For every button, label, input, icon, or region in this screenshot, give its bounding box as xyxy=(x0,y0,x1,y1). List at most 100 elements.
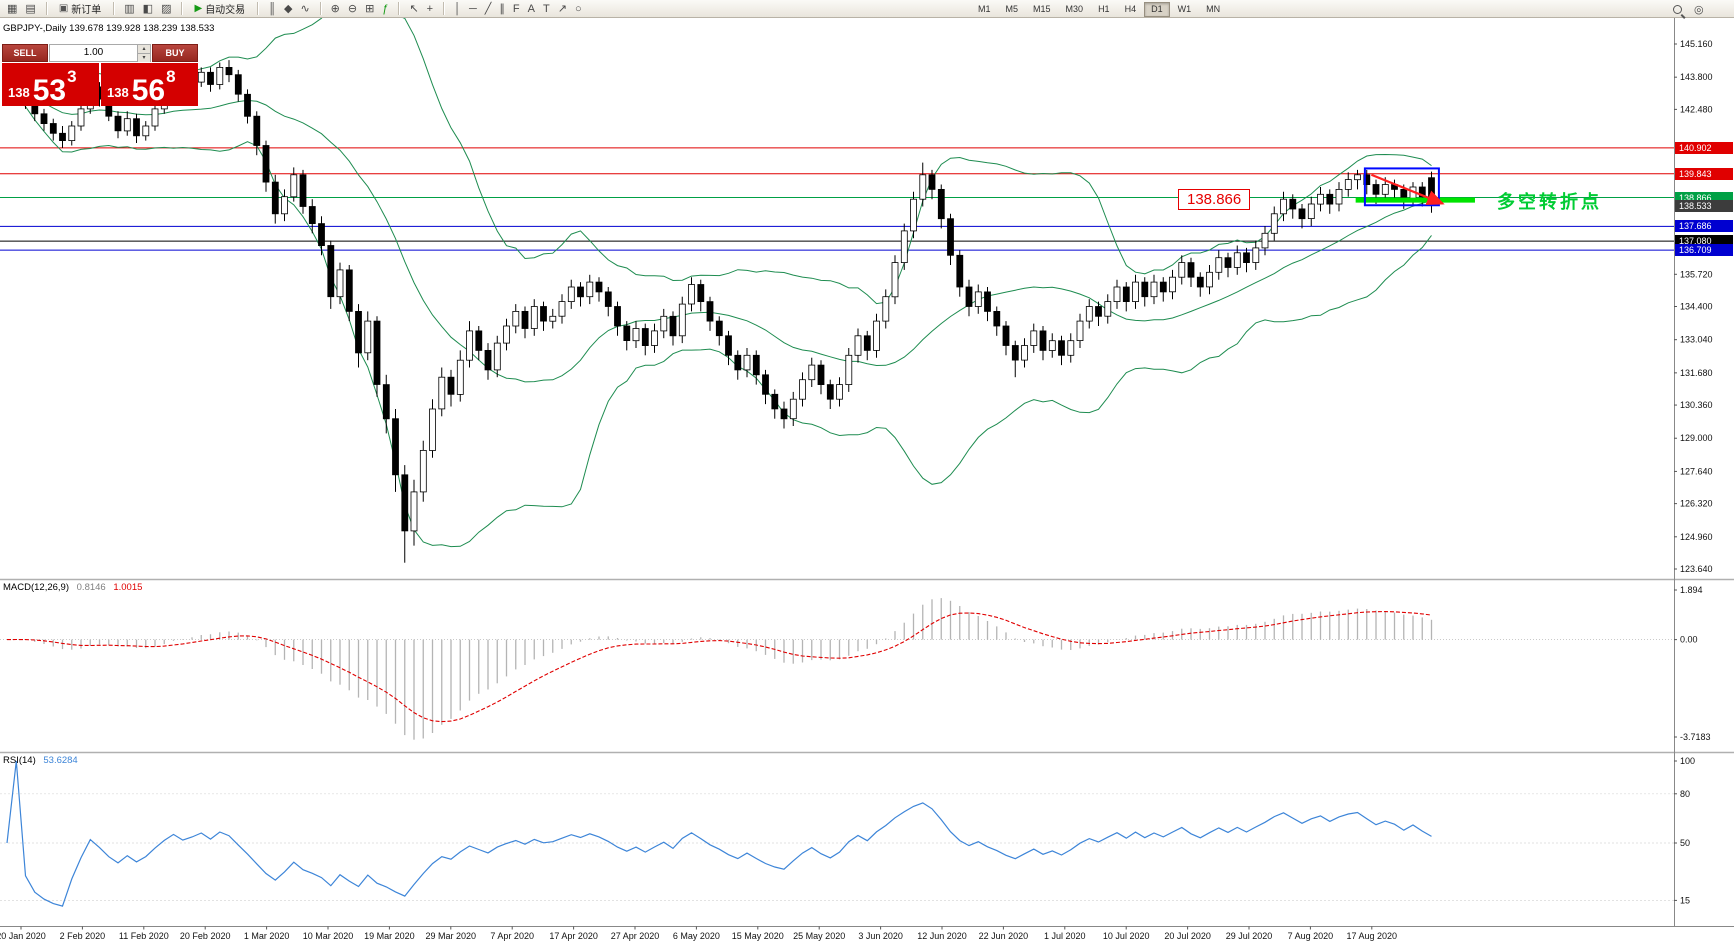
candle-body xyxy=(891,262,899,298)
candle-body xyxy=(308,206,316,225)
crosshair-icon[interactable]: + xyxy=(426,2,434,15)
timeframe-m15-button[interactable]: M15 xyxy=(1033,4,1051,14)
horizontal-line-icon[interactable]: ─ xyxy=(468,2,477,15)
profiles-icon[interactable]: ▤ xyxy=(25,2,36,15)
date-label: 20 Jul 2020 xyxy=(1164,931,1211,941)
candle-body xyxy=(133,118,140,137)
terminal-icon[interactable]: ▨ xyxy=(161,2,172,15)
candle-body xyxy=(1298,208,1306,220)
timeframe-m30-button[interactable]: M30 xyxy=(1065,4,1084,14)
macd-name: MACD(12,26,9) xyxy=(3,582,69,593)
candle-body xyxy=(410,491,418,532)
candle-body xyxy=(614,306,621,327)
candle-body xyxy=(641,328,649,347)
candle-body xyxy=(623,325,631,342)
navigator-icon[interactable]: ◧ xyxy=(142,2,154,15)
new-order-button[interactable]: ▣ 新订单 xyxy=(53,1,107,16)
candle-body xyxy=(1011,345,1019,361)
timeframe-d1-button[interactable]: D1 xyxy=(1144,2,1170,17)
price-annotation-label[interactable]: 138.866 xyxy=(1178,189,1251,210)
zoom-in-icon[interactable]: ⊕ xyxy=(330,2,340,15)
candle-body xyxy=(678,303,686,337)
toolbar-separator xyxy=(181,2,183,15)
candle-body xyxy=(364,320,372,354)
candle-body xyxy=(817,364,825,386)
indicators-icon[interactable]: ƒ xyxy=(382,2,389,15)
ellipse-tool-icon[interactable]: ○ xyxy=(574,2,582,15)
autotrade-button[interactable]: ▶ 自动交易 xyxy=(188,1,251,16)
candle-body xyxy=(1067,340,1075,356)
timeframe-h1-button[interactable]: H1 xyxy=(1098,4,1110,14)
candle-body xyxy=(873,320,880,351)
candle-body xyxy=(114,115,122,132)
candle-body xyxy=(503,325,510,344)
candle-body xyxy=(355,310,362,354)
fibonacci-icon[interactable]: F xyxy=(512,2,520,15)
tile-windows-icon[interactable]: ⊞ xyxy=(365,2,375,15)
toolbar-separator xyxy=(45,2,47,15)
target-icon[interactable]: ◎ xyxy=(1694,4,1704,16)
candle-body xyxy=(438,376,446,410)
trendline-icon[interactable]: ╱ xyxy=(484,2,492,15)
candle-body xyxy=(1169,276,1176,293)
toolbar-separator xyxy=(113,2,115,15)
buy-price-tile[interactable]: 138 56 8 xyxy=(101,63,198,106)
candle-body xyxy=(345,269,353,312)
timeframe-w1-button[interactable]: W1 xyxy=(1177,4,1192,14)
candle-body xyxy=(299,174,307,207)
line-chart-icon[interactable]: ∿ xyxy=(300,2,310,15)
arrow-tool-icon[interactable]: ↗ xyxy=(557,2,567,15)
candle-body xyxy=(780,408,788,420)
price-scale-tick: 142.480 xyxy=(1680,104,1713,114)
buy-button[interactable]: BUY xyxy=(152,44,198,62)
text-tool-icon[interactable]: A xyxy=(527,2,535,15)
channel-icon[interactable]: ∥ xyxy=(499,2,505,15)
macd-main-value: 0.8146 xyxy=(76,582,106,593)
rsi-scale-tick: 50 xyxy=(1680,838,1690,848)
candle-body xyxy=(910,198,917,232)
zoom-out-icon[interactable]: ⊖ xyxy=(347,2,358,15)
candle-body xyxy=(1104,301,1112,317)
candlestick-chart-icon[interactable]: ◆ xyxy=(283,2,293,15)
timeframe-m5-button[interactable]: M5 xyxy=(1005,4,1019,14)
candle-body xyxy=(604,291,612,307)
candle-body xyxy=(752,354,760,376)
bar-chart-icon[interactable]: ║ xyxy=(268,2,276,15)
volume-field[interactable]: 1.00 ▴ ▾ xyxy=(49,44,151,62)
candle-body xyxy=(1159,281,1167,293)
candle-body xyxy=(697,284,705,303)
candle-body xyxy=(586,281,594,298)
cursor-icon[interactable]: ↖ xyxy=(409,2,419,15)
volume-up-button[interactable]: ▴ xyxy=(138,45,150,54)
date-label: 27 Apr 2020 xyxy=(611,931,660,941)
candle-body xyxy=(1307,203,1315,220)
rsi-value: 53.6284 xyxy=(43,755,78,766)
vertical-line-icon[interactable]: │ xyxy=(454,2,461,15)
candle-body xyxy=(1039,330,1047,351)
label-tool-icon[interactable]: T xyxy=(542,2,550,15)
date-label: 22 Jun 2020 xyxy=(979,931,1029,941)
sell-price-main: 138 xyxy=(8,85,30,100)
candle-body xyxy=(1335,188,1343,205)
sell-button[interactable]: SELL xyxy=(2,44,48,62)
market-watch-icon[interactable]: ▥ xyxy=(124,2,135,15)
candle-body xyxy=(567,286,575,303)
trend-arrow[interactable] xyxy=(1370,173,1445,205)
consolidation-rectangle[interactable] xyxy=(1363,167,1440,207)
candle-body xyxy=(845,354,853,385)
candle-body xyxy=(1206,271,1213,288)
search-icon[interactable] xyxy=(1672,4,1685,17)
price-tag-138.533: 138.533 xyxy=(1675,200,1733,212)
autotrade-label: 自动交易 xyxy=(205,5,246,16)
turning-point-annotation[interactable]: 多空转折点 xyxy=(1497,192,1602,212)
timeframe-m1-button[interactable]: M1 xyxy=(978,4,991,14)
candle-body xyxy=(234,74,242,95)
buy-price-pips: 56 xyxy=(131,73,166,107)
candle-body xyxy=(1058,340,1065,356)
timeframe-mn-button[interactable]: MN xyxy=(1206,4,1221,14)
sell-price-tile[interactable]: 138 53 3 xyxy=(2,63,99,106)
new-chart-icon[interactable]: ▦ xyxy=(7,2,18,15)
volume-down-button[interactable]: ▾ xyxy=(138,54,150,62)
timeframe-h4-button[interactable]: H4 xyxy=(1124,4,1137,14)
